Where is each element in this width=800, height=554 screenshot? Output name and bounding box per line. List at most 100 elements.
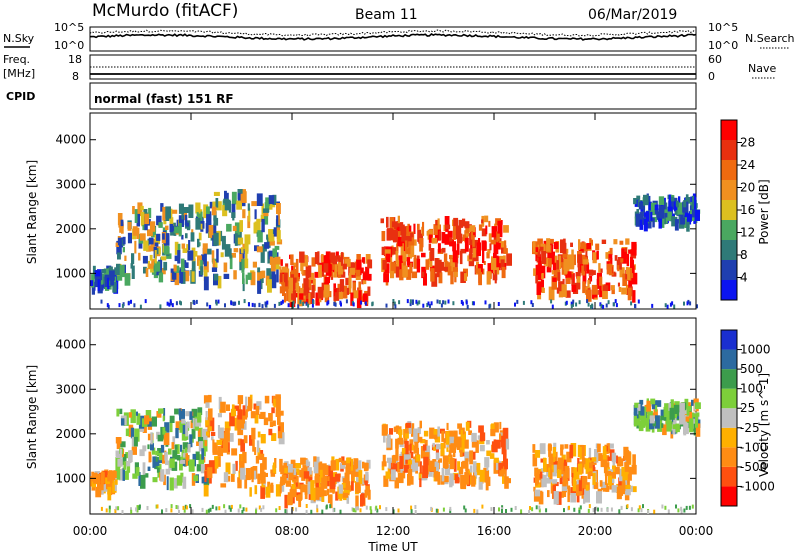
echo-cell [489, 453, 495, 459]
echo-cell [257, 447, 261, 460]
echo-cell [311, 257, 316, 267]
echo-cell [666, 304, 669, 309]
echo-cell [486, 476, 491, 486]
echo-cell [256, 246, 263, 253]
echo-cell [548, 238, 554, 244]
echo-cell [423, 456, 429, 466]
echo-cell [327, 300, 330, 305]
echo-cell [407, 460, 412, 465]
echo-cell [182, 453, 186, 458]
echo-cell [452, 241, 456, 252]
echo-cell [185, 411, 190, 417]
echo-cell [388, 457, 391, 469]
echo-cell [176, 454, 181, 461]
echo-cell [268, 428, 273, 436]
echo-cell [634, 402, 640, 408]
echo-cell [479, 432, 486, 442]
echo-cell [612, 271, 616, 277]
echo-cell [400, 243, 404, 257]
echo-cell [201, 507, 204, 512]
echo-cell [638, 420, 644, 432]
echo-cell [472, 461, 477, 473]
echo-cell [463, 505, 466, 510]
echo-cell [536, 257, 539, 263]
echo-cell [208, 426, 212, 431]
colorbar-tick-label: -1000 [740, 479, 775, 493]
echo-cell [652, 421, 656, 427]
echo-cell [278, 426, 281, 432]
echo-cell [200, 260, 203, 271]
echo-cell [429, 261, 433, 268]
echo-cell [648, 201, 652, 214]
echo-cell [680, 210, 684, 224]
echo-cell [116, 263, 121, 276]
echo-cell [605, 472, 608, 485]
echo-cell [437, 426, 440, 437]
echo-cell [570, 301, 573, 306]
echo-cell [303, 279, 309, 292]
echo-cell [541, 251, 547, 264]
echo-cell [385, 507, 388, 512]
echo-cell [220, 401, 226, 413]
echo-cell [329, 504, 332, 509]
echo-cell [321, 509, 324, 514]
echo-cell [184, 262, 189, 268]
echo-cell [181, 418, 186, 424]
echo-cell [597, 453, 603, 461]
echo-cell [120, 441, 126, 448]
echo-cell [242, 451, 247, 464]
echo-cell [572, 302, 574, 307]
echo-cell [447, 299, 450, 304]
echo-cell [448, 430, 453, 437]
echo-cell [185, 233, 188, 239]
echo-cell [211, 267, 218, 272]
echo-cell [354, 508, 357, 513]
echo-cell [191, 268, 195, 282]
echo-cell [129, 450, 132, 464]
echo-cell [267, 279, 272, 293]
echo-cell [655, 405, 658, 412]
echo-cell [314, 476, 320, 484]
echo-cell [386, 216, 389, 228]
echo-cell [636, 195, 641, 200]
echo-cell [231, 191, 237, 205]
echo-cell [315, 482, 319, 488]
echo-cell [142, 421, 147, 433]
echo-cell [186, 244, 189, 252]
echo-cell [260, 471, 266, 484]
echo-cell [600, 507, 603, 512]
echo-cell [671, 301, 674, 306]
echo-cell [591, 457, 597, 462]
echo-cell [241, 415, 245, 429]
echo-cell [277, 230, 281, 242]
colorbar-segment [721, 140, 737, 160]
echo-cell [178, 203, 184, 214]
echo-cell [593, 482, 599, 490]
echo-cell [211, 206, 217, 216]
echo-cell [299, 299, 302, 304]
echo-cell [621, 458, 624, 467]
echo-cell [356, 254, 361, 260]
echo-cell [329, 476, 336, 490]
echo-cell [376, 508, 379, 513]
echo-cell [272, 420, 276, 427]
echo-cell [691, 504, 694, 509]
echo-cell [338, 484, 344, 491]
echo-cell [694, 209, 700, 221]
echo-cell [100, 472, 105, 484]
echo-cell [154, 242, 159, 247]
echo-cell [291, 468, 297, 476]
echo-cell [460, 431, 466, 441]
echo-cell [442, 300, 445, 305]
echo-cell [464, 472, 470, 485]
echo-cell [662, 214, 665, 228]
echo-cell [449, 509, 452, 513]
echo-cell [592, 467, 596, 472]
echo-cell [673, 404, 680, 417]
echo-cell [239, 461, 245, 473]
echo-cell [280, 301, 283, 306]
station-title: McMurdo (fitACF) [92, 1, 238, 21]
echo-cell [307, 271, 312, 278]
